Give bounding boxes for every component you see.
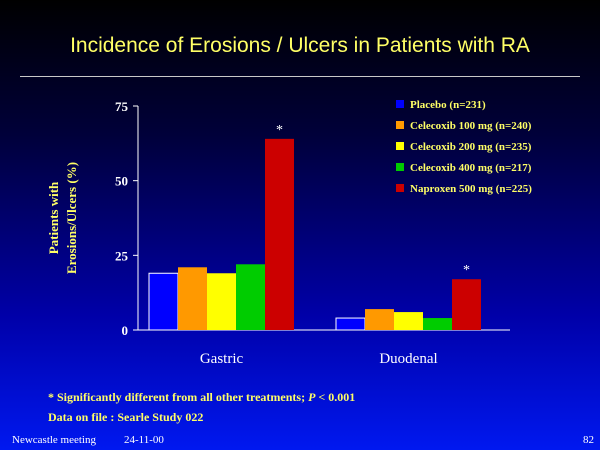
- bar: [148, 272, 179, 331]
- bar: [452, 279, 481, 330]
- y-tick-label: 0: [122, 323, 129, 338]
- legend-swatch: [396, 121, 404, 129]
- bar: [265, 138, 294, 330]
- legend-label: Celecoxib 400 mg (n=217): [410, 162, 532, 174]
- legend-label: Placebo (n=231): [410, 99, 486, 111]
- bar: [423, 318, 452, 330]
- bar: [207, 273, 236, 330]
- meeting-label: Newcastle meeting: [12, 434, 96, 446]
- slide-title: Incidence of Erosions / Ulcers in Patien…: [70, 34, 530, 57]
- legend-swatch: [396, 100, 404, 108]
- date-label: 24-11-00: [124, 434, 164, 446]
- footnote-prefix: * Significantly different from all other…: [48, 390, 309, 404]
- footnote-p: P: [308, 390, 316, 404]
- legend-swatch: [396, 184, 404, 192]
- legend-label: Naproxen 500 mg (n=225): [410, 183, 532, 195]
- bar: [178, 267, 207, 330]
- significance-footnote: * Significantly different from all other…: [48, 390, 355, 405]
- y-axis-title-line2: Erosions/Ulcers (%): [64, 162, 79, 274]
- footnote-suffix: < 0.001: [315, 390, 356, 404]
- y-axis-title-line1: Patients with: [46, 181, 61, 254]
- y-tick-label: 50: [115, 174, 128, 189]
- significance-star: *: [463, 263, 470, 278]
- y-tick-label: 75: [115, 99, 129, 114]
- bar: [236, 264, 265, 330]
- category-label: Gastric: [200, 351, 244, 367]
- bar: [335, 317, 366, 331]
- y-tick-label: 25: [115, 248, 129, 263]
- legend-label: Celecoxib 200 mg (n=235): [410, 141, 532, 153]
- legend-swatch: [396, 163, 404, 171]
- significance-star: *: [276, 123, 283, 138]
- page-number: 82: [583, 434, 594, 446]
- bar: [394, 312, 423, 330]
- legend-label: Celecoxib 100 mg (n=240): [410, 120, 532, 132]
- data-source-note: Data on file : Searle Study 022: [48, 410, 204, 424]
- title-rule: [20, 76, 580, 77]
- category-label: Duodenal: [379, 351, 437, 367]
- bar: [365, 309, 394, 330]
- legend-swatch: [396, 142, 404, 150]
